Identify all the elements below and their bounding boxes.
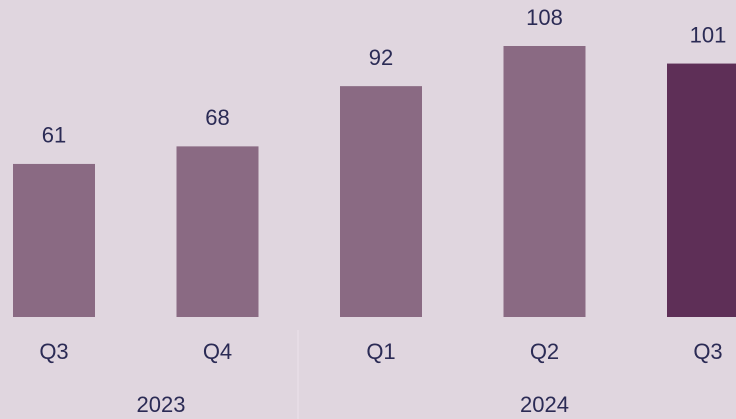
x-tick-label: Q2	[530, 339, 559, 364]
x-tick-label: Q3	[693, 339, 722, 364]
bar	[340, 86, 422, 317]
x-tick-label: Q3	[39, 339, 68, 364]
value-label: 61	[42, 123, 66, 148]
group-label: 2023	[137, 392, 186, 417]
x-tick-label: Q4	[203, 339, 232, 364]
bar	[503, 46, 586, 317]
value-label: 101	[690, 22, 727, 47]
bar	[13, 163, 95, 317]
value-label: 92	[369, 45, 393, 70]
bar	[667, 63, 736, 317]
value-label: 68	[205, 105, 229, 130]
x-tick-label: Q1	[366, 339, 395, 364]
value-label: 108	[526, 5, 563, 30]
group-label: 2024	[520, 392, 569, 417]
bar	[176, 146, 259, 317]
